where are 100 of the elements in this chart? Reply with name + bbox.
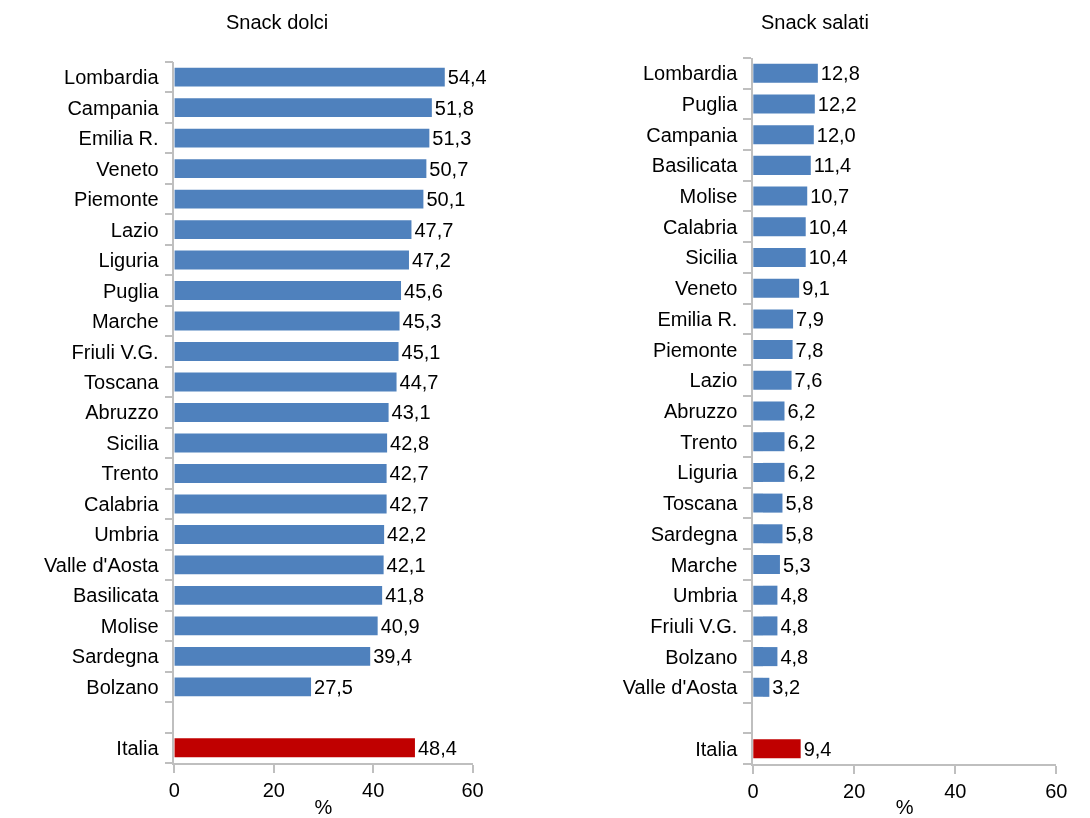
- y-tick-label: Basilicata: [651, 154, 739, 177]
- data-label: 6,2: [787, 461, 816, 484]
- y-tick-label: Calabria: [84, 492, 160, 515]
- y-tick-label: Puglia: [681, 92, 739, 115]
- y-tick-label: Calabria: [662, 215, 739, 238]
- y-tick-label: Lazio: [689, 369, 738, 392]
- data-label: 51,8: [434, 96, 474, 119]
- y-tick-label: Lombardia: [642, 62, 739, 85]
- x-axis-title: %: [314, 796, 333, 818]
- bar: [174, 189, 424, 209]
- x-tick-label: 20: [843, 779, 866, 802]
- y-tick-label: Marche: [91, 310, 159, 333]
- bar: [753, 309, 794, 329]
- bar: [753, 524, 783, 544]
- data-label: 48,4: [417, 736, 457, 759]
- data-label: 45,3: [402, 310, 442, 333]
- data-label: 12,2: [817, 92, 857, 115]
- y-tick-label: Bolzano: [86, 675, 159, 698]
- data-label: 40,9: [380, 614, 420, 637]
- y-tick-label: Emilia R.: [657, 307, 738, 330]
- bar: [753, 125, 814, 145]
- y-tick-label: Abruzzo: [664, 400, 738, 422]
- y-tick-label: Umbria: [94, 523, 160, 546]
- bar: [753, 616, 778, 636]
- data-label: 42,1: [386, 553, 426, 576]
- bar: [753, 647, 778, 667]
- data-label: 39,4: [373, 645, 413, 668]
- y-tick-label: Sicilia: [685, 246, 739, 269]
- bar: [753, 401, 785, 421]
- data-label: 51,3: [432, 127, 472, 150]
- data-label: 5,8: [785, 522, 814, 545]
- y-tick-label: Sicilia: [106, 431, 160, 454]
- y-tick-label: Molise: [679, 185, 738, 208]
- bar: [174, 342, 399, 361]
- data-label: 7,8: [795, 338, 824, 361]
- data-label: 10,4: [808, 215, 848, 238]
- bar: [753, 247, 806, 268]
- y-tick-label: Lombardia: [64, 66, 160, 89]
- y-tick-label: Molise: [100, 614, 159, 637]
- bar: [753, 493, 783, 513]
- x-tick-label: 0: [747, 779, 759, 802]
- data-label: 45,1: [401, 340, 441, 363]
- bar: [753, 340, 793, 360]
- data-label: 11,4: [813, 154, 852, 177]
- bar: [753, 63, 818, 83]
- bar: [174, 128, 430, 148]
- y-tick-label: Friuli V.G.: [650, 614, 738, 637]
- y-tick-label: Campania: [646, 123, 739, 146]
- data-label: 7,6: [794, 369, 823, 392]
- y-tick-label: Sardegna: [650, 522, 739, 545]
- bar: [753, 155, 811, 175]
- data-label: 41,8: [385, 584, 425, 607]
- data-label: 42,8: [390, 431, 430, 454]
- bar: [174, 555, 384, 575]
- y-tick-label: Marche: [670, 553, 738, 576]
- bar: [174, 250, 409, 270]
- bar: [174, 494, 387, 514]
- data-label: 9,1: [802, 277, 830, 300]
- bar: [174, 433, 388, 453]
- data-label: 50,7: [429, 157, 469, 180]
- y-tick-label: Emilia R.: [78, 127, 159, 150]
- x-tick-label: 40: [362, 778, 385, 801]
- data-label: 4,8: [780, 645, 809, 668]
- bar: [174, 403, 389, 422]
- bar: [753, 739, 801, 759]
- data-label: 42,7: [389, 492, 429, 515]
- y-tick-label: Piemonte: [652, 338, 738, 361]
- y-tick-label: Umbria: [672, 584, 739, 607]
- bar: [174, 585, 383, 605]
- data-label: 42,2: [387, 523, 427, 546]
- bar: [753, 278, 800, 298]
- bar: [753, 554, 780, 575]
- bar: [753, 94, 815, 114]
- y-tick-label: Piemonte: [74, 188, 159, 211]
- data-label: 5,3: [782, 553, 811, 576]
- bar: [753, 677, 770, 697]
- y-tick-label: Trento: [680, 430, 738, 453]
- y-tick-label: Toscana: [662, 492, 739, 515]
- y-tick-label: Veneto: [96, 157, 159, 180]
- x-axis-title: %: [895, 796, 914, 818]
- bar: [174, 311, 400, 331]
- bar: [174, 646, 371, 666]
- bar: [753, 370, 792, 390]
- data-label: 4,8: [780, 614, 809, 637]
- bar: [174, 372, 397, 392]
- y-tick-label: Lazio: [110, 218, 159, 241]
- bar: [174, 281, 402, 300]
- y-tick-label: Abruzzo: [85, 401, 159, 424]
- x-tick-label: 60: [1045, 779, 1068, 802]
- bar: [174, 464, 387, 483]
- y-tick-label: Puglia: [102, 279, 160, 302]
- data-label: 47,7: [414, 218, 454, 241]
- x-tick-label: 0: [168, 778, 180, 801]
- bar: [174, 67, 445, 87]
- bar: [753, 585, 778, 605]
- x-tick-label: 20: [262, 778, 285, 801]
- data-label: 12,8: [820, 62, 860, 85]
- data-label: 9,4: [803, 737, 832, 760]
- y-tick-label: Liguria: [98, 249, 160, 272]
- data-label: 3,2: [772, 676, 801, 699]
